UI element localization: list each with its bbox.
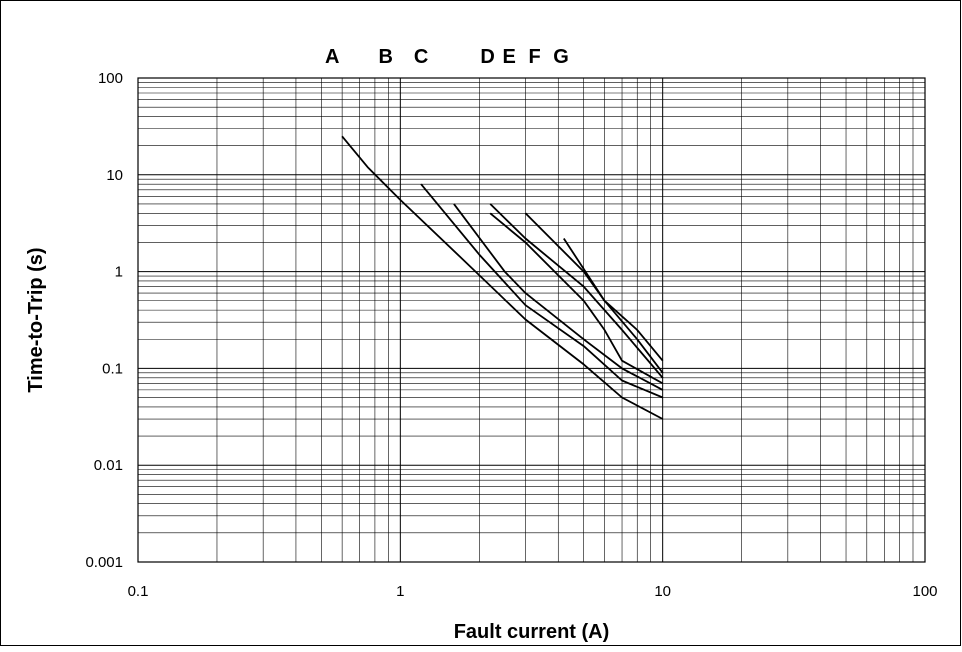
curve-label-e: E [503,46,516,68]
y-tick-label: 100 [98,70,123,87]
series-line-c [453,203,664,391]
x-tick-label: 1 [396,583,404,600]
x-axis-title: Fault current (A) [454,621,610,643]
curve-label-b: B [379,46,393,68]
series-layer [341,135,664,420]
series-line-d [489,212,664,385]
y-tick-label: 10 [106,167,123,184]
y-axis-title: Time-to-Trip (s) [25,247,47,392]
x-tick-label: 10 [654,583,671,600]
curve-label-c: C [414,46,428,68]
x-tick-label: 0.1 [128,583,149,600]
curve-label-f: F [529,46,541,68]
y-tick-label: 1 [115,264,123,281]
y-tick-label: 0.01 [94,457,123,474]
series-line-b [420,183,664,399]
curve-label-d: D [480,46,494,68]
labels-layer: 0.1 1 10 100 0.001 0.01 0.1 1 10 100 A B C D E F G [85,46,937,600]
y-tick-label: 0.1 [102,360,123,377]
curve-label-g: G [553,46,569,68]
series-line-e [489,203,664,379]
plot-area-border [137,77,926,563]
y-tick-label: 0.001 [85,554,123,571]
x-tick-label: 100 [912,583,937,600]
series-line-a [341,135,664,420]
curve-label-a: A [325,46,339,68]
series-line-g [563,238,664,362]
